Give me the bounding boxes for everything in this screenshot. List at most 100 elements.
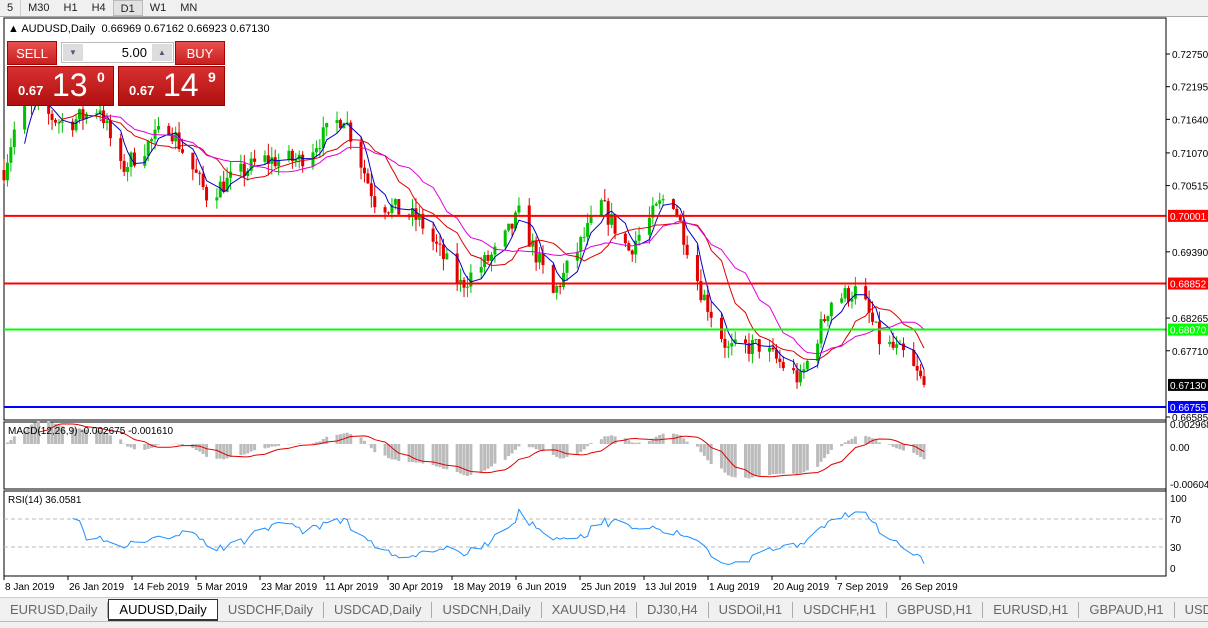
rsi-label: RSI(14) 36.0581 [8, 495, 82, 506]
level-price-label: 0.68070 [1170, 326, 1207, 337]
tab-usdcnh-daily[interactable]: USDCNH,Daily [432, 601, 542, 618]
time-tick-label: 6 Jun 2019 [517, 582, 567, 593]
level-price-label: 0.70001 [1170, 212, 1207, 223]
candle-body [222, 181, 226, 192]
tab-usdchf-h1[interactable]: USDCHF,H1 [793, 601, 888, 618]
sell-button[interactable]: SELL [7, 41, 57, 65]
candle-body [634, 240, 638, 255]
candle-body [654, 203, 658, 206]
sell-price-sup: 0 [97, 69, 105, 85]
tab-xauusd-h4[interactable]: XAUUSD,H4 [542, 601, 637, 618]
time-tick-label: 8 Jan 2019 [5, 582, 55, 593]
candle-body [778, 358, 782, 363]
timeframe-m30[interactable]: M30 [20, 0, 56, 16]
candle-body [150, 138, 154, 142]
tab-gbpusd-h1[interactable]: GBPUSD,H1 [887, 601, 984, 618]
macd-histogram-bar [146, 444, 150, 449]
tab-audusd-daily[interactable]: AUDUSD,Daily [108, 598, 218, 621]
macd-histogram-bar [562, 444, 566, 459]
time-tick-label: 13 Jul 2019 [645, 582, 697, 593]
candle-body [325, 122, 329, 128]
candle-body [723, 338, 727, 348]
candle-body [321, 127, 325, 149]
price-tick-label: 0.68265 [1172, 314, 1208, 325]
candle-body [805, 360, 809, 370]
candle-body [314, 148, 318, 153]
candle-body [551, 265, 555, 293]
time-tick-label: 1 Aug 2019 [709, 582, 760, 593]
macd-label: MACD(12,26,9) -0.002675 -0.001610 [8, 426, 174, 437]
macd-histogram-bar [249, 444, 253, 452]
level-price-tag [1168, 277, 1208, 290]
lots-input[interactable]: ▼ 5.00 ▲ [61, 42, 174, 63]
ma-slow-line [99, 115, 925, 355]
macd-signal-line [38, 423, 925, 478]
decrease-lots-arrow-icon[interactable]: ▼ [63, 44, 83, 61]
candle-body [479, 267, 483, 273]
macd-histogram-bar [730, 444, 734, 477]
time-tick-label: 20 Aug 2019 [773, 582, 830, 593]
macd-histogram-bar [194, 444, 198, 451]
macd-histogram-bar [695, 444, 699, 447]
tab-dj30-h4[interactable]: DJ30,H4 [637, 601, 709, 618]
candle-body [218, 181, 222, 198]
macd-histogram-bar [74, 428, 78, 444]
candle-body [122, 160, 126, 172]
timeframe-w1[interactable]: W1 [149, 2, 167, 14]
tab-usdcad-daily[interactable]: USDCAD,Daily [324, 601, 433, 618]
candle-body [2, 169, 6, 181]
tab-usdoil-h1[interactable]: USDOil,H1 [709, 601, 794, 618]
candle-body [507, 223, 511, 231]
candle-body [733, 339, 737, 344]
buy-button[interactable]: BUY [175, 41, 225, 65]
timeframe-5[interactable]: 5 [7, 2, 14, 14]
macd-histogram-bar [613, 436, 617, 444]
increase-lots-arrow-icon[interactable]: ▲ [152, 44, 172, 61]
macd-histogram-bar [126, 444, 130, 447]
macd-histogram-bar [246, 444, 250, 454]
candle-body [847, 288, 851, 302]
lots-value[interactable]: 5.00 [121, 45, 147, 60]
candle-body [84, 113, 88, 120]
candle-body [798, 371, 802, 383]
candle-body [98, 110, 102, 114]
timeframe-d1[interactable]: D1 [112, 0, 143, 16]
candle-body [397, 199, 401, 215]
macd-histogram-bar [349, 434, 353, 444]
candle-body [78, 109, 82, 120]
candle-body [177, 132, 181, 150]
candle-body [915, 365, 919, 371]
macd-histogram-bar [338, 434, 342, 444]
time-tick-label: 14 Feb 2019 [133, 582, 190, 593]
macd-histogram-bar [630, 442, 634, 444]
candle-body [744, 339, 748, 344]
macd-histogram-bar [822, 444, 826, 458]
tab-eurusd-h1[interactable]: EURUSD,H1 [983, 601, 1080, 618]
tab-eurusd-daily[interactable]: EURUSD,Daily [0, 601, 109, 618]
price-tick-label: 0.69390 [1172, 248, 1208, 259]
sell-price[interactable]: 0.67 13 0 [7, 66, 114, 106]
tab-usdchf-daily[interactable]: USDCHF,Daily [218, 601, 325, 618]
candle-body [558, 286, 562, 288]
macd-histogram-bar [129, 444, 133, 448]
tab-gbpaud-h1[interactable]: GBPAUD,H1 [1079, 601, 1175, 618]
candle-body [146, 141, 150, 157]
macd-histogram-bar [445, 444, 449, 470]
buy-price[interactable]: 0.67 14 9 [118, 66, 225, 106]
candle-body [414, 208, 418, 220]
macd-histogram-bar [335, 434, 339, 444]
candle-body [802, 369, 806, 372]
candle-body [483, 255, 487, 268]
collapse-triangle-icon[interactable]: ▲ [8, 23, 19, 35]
macd-histogram-bar [229, 444, 233, 457]
timeframe-mn[interactable]: MN [180, 2, 198, 14]
tab-usdjp[interactable]: USDJP [1175, 602, 1208, 618]
timeframe-h4[interactable]: H4 [91, 2, 106, 14]
macd-histogram-bar [805, 444, 809, 471]
level-price-tag [1168, 400, 1208, 413]
macd-histogram-bar [754, 444, 758, 477]
buy-price-sup: 9 [208, 69, 216, 85]
timeframe-h1[interactable]: H1 [63, 2, 78, 14]
macd-histogram-bar [98, 430, 102, 444]
